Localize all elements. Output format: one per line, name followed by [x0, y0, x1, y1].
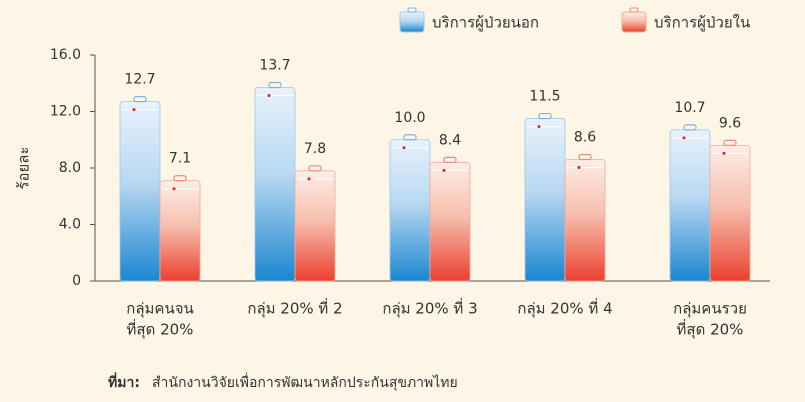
value-label: 8.6 — [574, 130, 596, 146]
y-tick-label: 4.0 — [59, 217, 81, 233]
source: สำนักงานวิจัยเพื่อการพัฒนาหลักประกันสุขภ… — [152, 373, 458, 391]
bar — [669, 129, 711, 282]
bar-dot — [577, 166, 581, 170]
bar-dot — [682, 136, 686, 140]
bar-handle — [578, 153, 592, 161]
bar-dot — [307, 177, 311, 181]
bar — [709, 144, 751, 282]
value-label: 7.8 — [304, 141, 326, 157]
source-label: ที่มา: — [108, 372, 140, 391]
bar — [294, 170, 336, 282]
bar — [389, 139, 431, 282]
value-label: 10.0 — [394, 110, 425, 126]
bar-handle — [538, 112, 552, 120]
bar-handle — [133, 96, 147, 103]
x-tick-label: ที่สุด 20% — [677, 319, 744, 340]
bar-handle — [683, 124, 697, 131]
x-tick-label: กลุ่ม 20% ที่ 3 — [382, 298, 477, 319]
bar — [564, 159, 606, 282]
y-tick-label: 12.0 — [50, 104, 81, 120]
x-tick-label: กลุ่มคนจน — [126, 300, 194, 319]
legend-icon-handle — [407, 7, 417, 13]
legend-icon — [621, 11, 647, 33]
bar-dot — [172, 187, 176, 191]
x-tick-label: กลุ่ม 20% ที่ 2 — [247, 298, 342, 319]
value-label: 12.7 — [124, 72, 155, 88]
value-label: 9.6 — [719, 115, 741, 131]
y-tick-label: 8.0 — [59, 160, 81, 176]
bar-handle — [173, 175, 187, 182]
value-label: 13.7 — [259, 57, 290, 73]
y-axis-label: ร้อยละ — [15, 146, 33, 189]
bar-handle — [403, 134, 417, 141]
bar — [429, 161, 471, 282]
legend-label: บริการผู้ป่วยนอก — [432, 14, 539, 32]
value-label: 8.4 — [439, 132, 461, 148]
value-label: 10.7 — [674, 100, 705, 116]
value-label: 11.5 — [529, 89, 560, 105]
legend-icon-handle — [629, 7, 639, 13]
value-label: 7.1 — [169, 151, 191, 167]
bar-dot — [267, 93, 271, 97]
bar-handle — [268, 81, 282, 89]
bar-dot — [132, 108, 136, 112]
bar — [159, 180, 201, 282]
bar-dot — [537, 125, 541, 129]
y-tick-label: 16.0 — [50, 47, 81, 63]
bar — [524, 118, 566, 282]
bar-handle — [443, 156, 457, 163]
bar-dot — [722, 151, 726, 155]
bar — [254, 87, 296, 282]
y-tick-label: 0 — [72, 273, 81, 289]
bar-dot — [442, 168, 446, 172]
bar — [119, 101, 161, 282]
bar-handle — [308, 165, 322, 172]
bar-dot — [402, 146, 406, 150]
x-tick-label: ที่สุด 20% — [127, 319, 194, 340]
legend-icon — [399, 11, 425, 33]
x-tick-label: กลุ่มคนรวย — [673, 300, 747, 319]
bar-handle — [723, 139, 737, 146]
x-tick-label: กลุ่ม 20% ที่ 4 — [517, 298, 612, 319]
legend-label: บริการผู้ป่วยใน — [654, 14, 750, 32]
